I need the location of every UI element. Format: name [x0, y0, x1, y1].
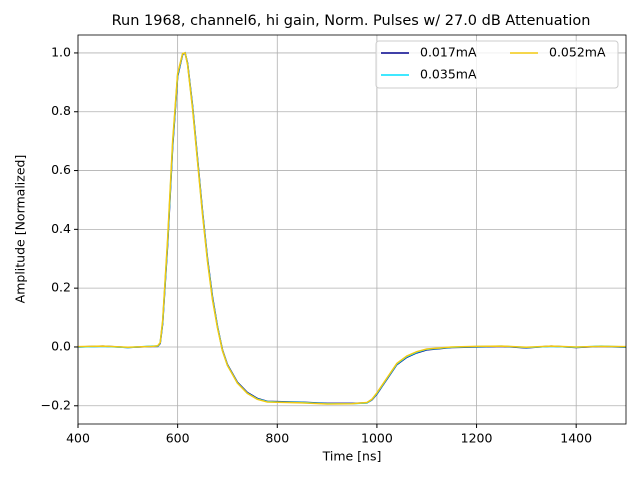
data-line: [77, 51, 627, 405]
y-tick-label: 0.6: [51, 162, 71, 177]
data-line: [77, 51, 627, 405]
y-tick-label: 0.8: [51, 103, 71, 118]
x-tick-label: 400: [66, 431, 90, 446]
x-tick-label: 1000: [361, 431, 393, 446]
legend-box: [375, 40, 619, 89]
y-tick-label: 0.0: [51, 338, 71, 353]
y-tick-label: 0.4: [51, 221, 71, 236]
x-tick-label: 800: [265, 431, 289, 446]
y-tick-label: 0.2: [51, 280, 71, 295]
data-line: [77, 52, 627, 405]
x-axis-label: Time [ns]: [322, 449, 382, 464]
x-tick-label: 1200: [461, 431, 493, 446]
chart-title: Run 1968, channel6, hi gain, Norm. Pulse…: [112, 13, 591, 29]
y-axis-label: Amplitude [Normalized]: [13, 155, 28, 304]
plot-frame: [77, 34, 627, 425]
x-tick-label: 600: [166, 431, 190, 446]
x-tick-label: 1400: [560, 431, 592, 446]
legend-label: 0.052mA: [549, 45, 606, 60]
legend-label: 0.017mA: [420, 45, 477, 60]
legend-label: 0.035mA: [420, 67, 477, 82]
y-tick-label: 1.0: [51, 44, 71, 59]
y-tick-label: −0.2: [41, 397, 71, 412]
